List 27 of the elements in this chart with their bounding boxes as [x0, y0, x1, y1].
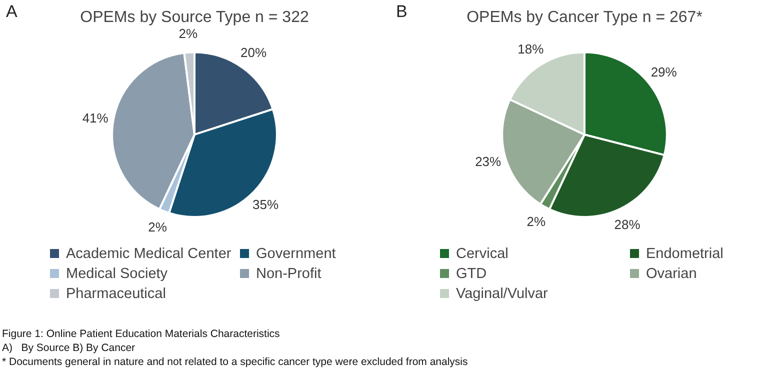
data-label: 41%: [82, 110, 109, 126]
legend-label: Medical Society: [65, 266, 169, 282]
legend-label: Endometrial: [645, 246, 724, 262]
text: * Documents general in nature and not related to a specific cancer type were excluded from analysis: [2, 355, 468, 369]
caption: Figure 1: Online Patient Education Materials Characteristics: [2, 327, 281, 341]
data-label: 2%: [178, 26, 198, 41]
text: A) By Source B) By Cancer: [2, 341, 136, 355]
data-label: 29%: [650, 64, 678, 80]
data-label: 23%: [475, 154, 502, 170]
data-label: 35%: [252, 197, 279, 212]
legend-label: GTD: [455, 266, 488, 282]
text: A: [6, 2, 18, 22]
legend-label: Cervical: [455, 246, 510, 262]
data-label: 20%: [240, 44, 267, 60]
legend-label: Vaginal/Vulvar: [455, 286, 549, 302]
legend-label: Ovarian: [645, 266, 698, 282]
chart-title: OPEMs by Source Type n = 322: [80, 9, 309, 26]
data-label: 2%: [148, 220, 168, 235]
data-label: 28%: [614, 217, 641, 232]
legend-label: Academic Medical Center: [65, 246, 232, 262]
chart-title: OPEMs by Cancer Type n = 267*: [466, 9, 702, 26]
text: B: [396, 2, 408, 22]
legend-label: Pharmaceutical: [65, 286, 167, 302]
legend-label: Non-Profit: [255, 266, 322, 282]
data-label: 2%: [526, 214, 546, 230]
data-label: 18%: [518, 41, 544, 56]
legend-label: Government: [255, 246, 337, 262]
